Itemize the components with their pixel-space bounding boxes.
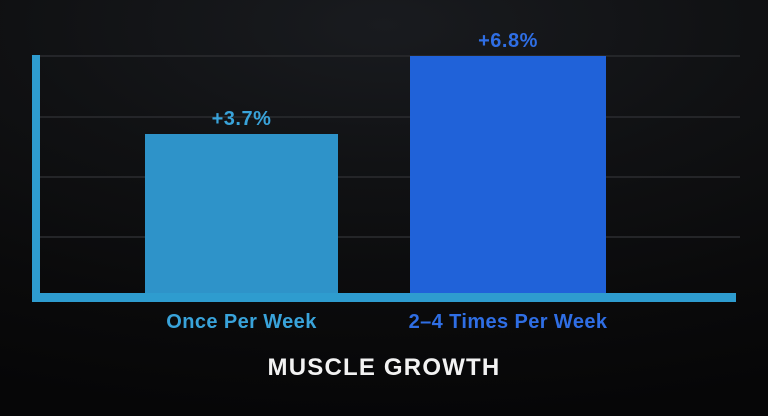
gridline bbox=[40, 236, 740, 238]
y-axis-line bbox=[32, 55, 40, 301]
chart-title: MUSCLE GROWTH bbox=[267, 354, 501, 381]
category-label-2-4-times-per-week: 2–4 Times Per Week bbox=[408, 311, 608, 333]
gridline bbox=[40, 116, 740, 118]
bar-value-label-2-4-times-per-week: +6.8% bbox=[478, 30, 538, 52]
x-axis-line bbox=[32, 293, 736, 302]
bar-2-4-times-per-week bbox=[410, 56, 606, 293]
bar-once-per-week bbox=[145, 134, 338, 293]
gridline bbox=[40, 55, 740, 57]
gridline bbox=[40, 176, 740, 178]
bar-value-label-once-per-week: +3.7% bbox=[211, 108, 272, 130]
category-label-once-per-week: Once Per Week bbox=[166, 311, 317, 333]
